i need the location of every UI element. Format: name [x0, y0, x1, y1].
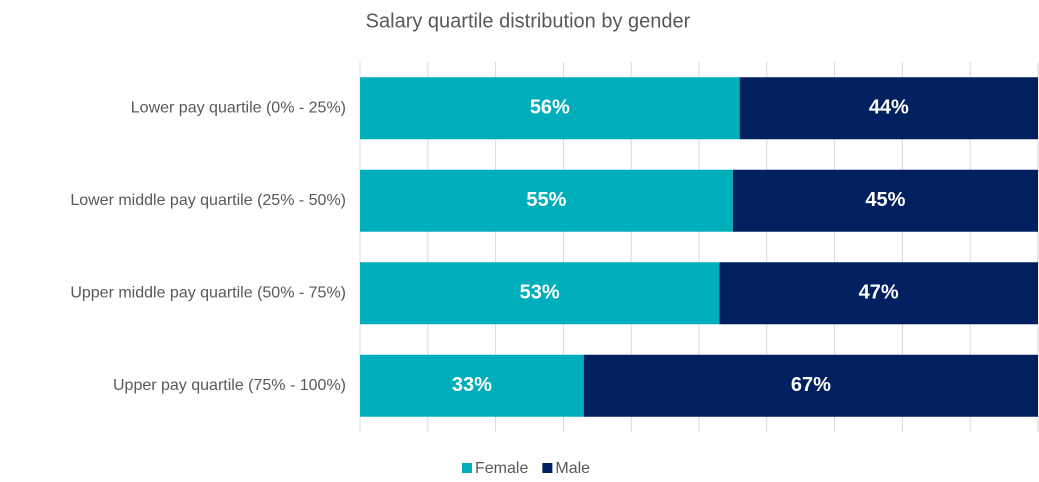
- bar-segment: [583, 354, 1038, 417]
- data-label: 44%: [869, 97, 909, 119]
- legend-label: Male: [555, 460, 590, 477]
- bar-segment: [739, 77, 1038, 140]
- legend-swatch: [462, 463, 472, 473]
- bar-segment: [360, 169, 733, 232]
- y-tick-label: Lower pay quartile (0% - 25%): [131, 99, 346, 116]
- y-tick-label: Lower middle pay quartile (25% - 50%): [70, 192, 346, 209]
- bar-segment: [360, 262, 720, 325]
- legend-swatch: [542, 463, 553, 473]
- legend-label: Female: [475, 460, 528, 477]
- data-label: 47%: [859, 282, 899, 304]
- data-label: 67%: [791, 374, 831, 396]
- bar-segment: [719, 262, 1038, 325]
- bar-segment: [360, 77, 740, 140]
- bar-segment: [732, 169, 1038, 232]
- y-tick-label: Upper pay quartile (75% - 100%): [113, 377, 346, 394]
- data-label: 56%: [530, 97, 570, 119]
- data-label: 55%: [526, 189, 566, 211]
- bar-segment: [360, 354, 584, 417]
- data-label: 53%: [520, 282, 560, 304]
- chart-title: Salary quartile distribution by gender: [366, 10, 691, 32]
- data-label: 33%: [452, 374, 492, 396]
- data-label: 45%: [865, 189, 905, 211]
- y-tick-label: Upper middle pay quartile (50% - 75%): [70, 284, 346, 301]
